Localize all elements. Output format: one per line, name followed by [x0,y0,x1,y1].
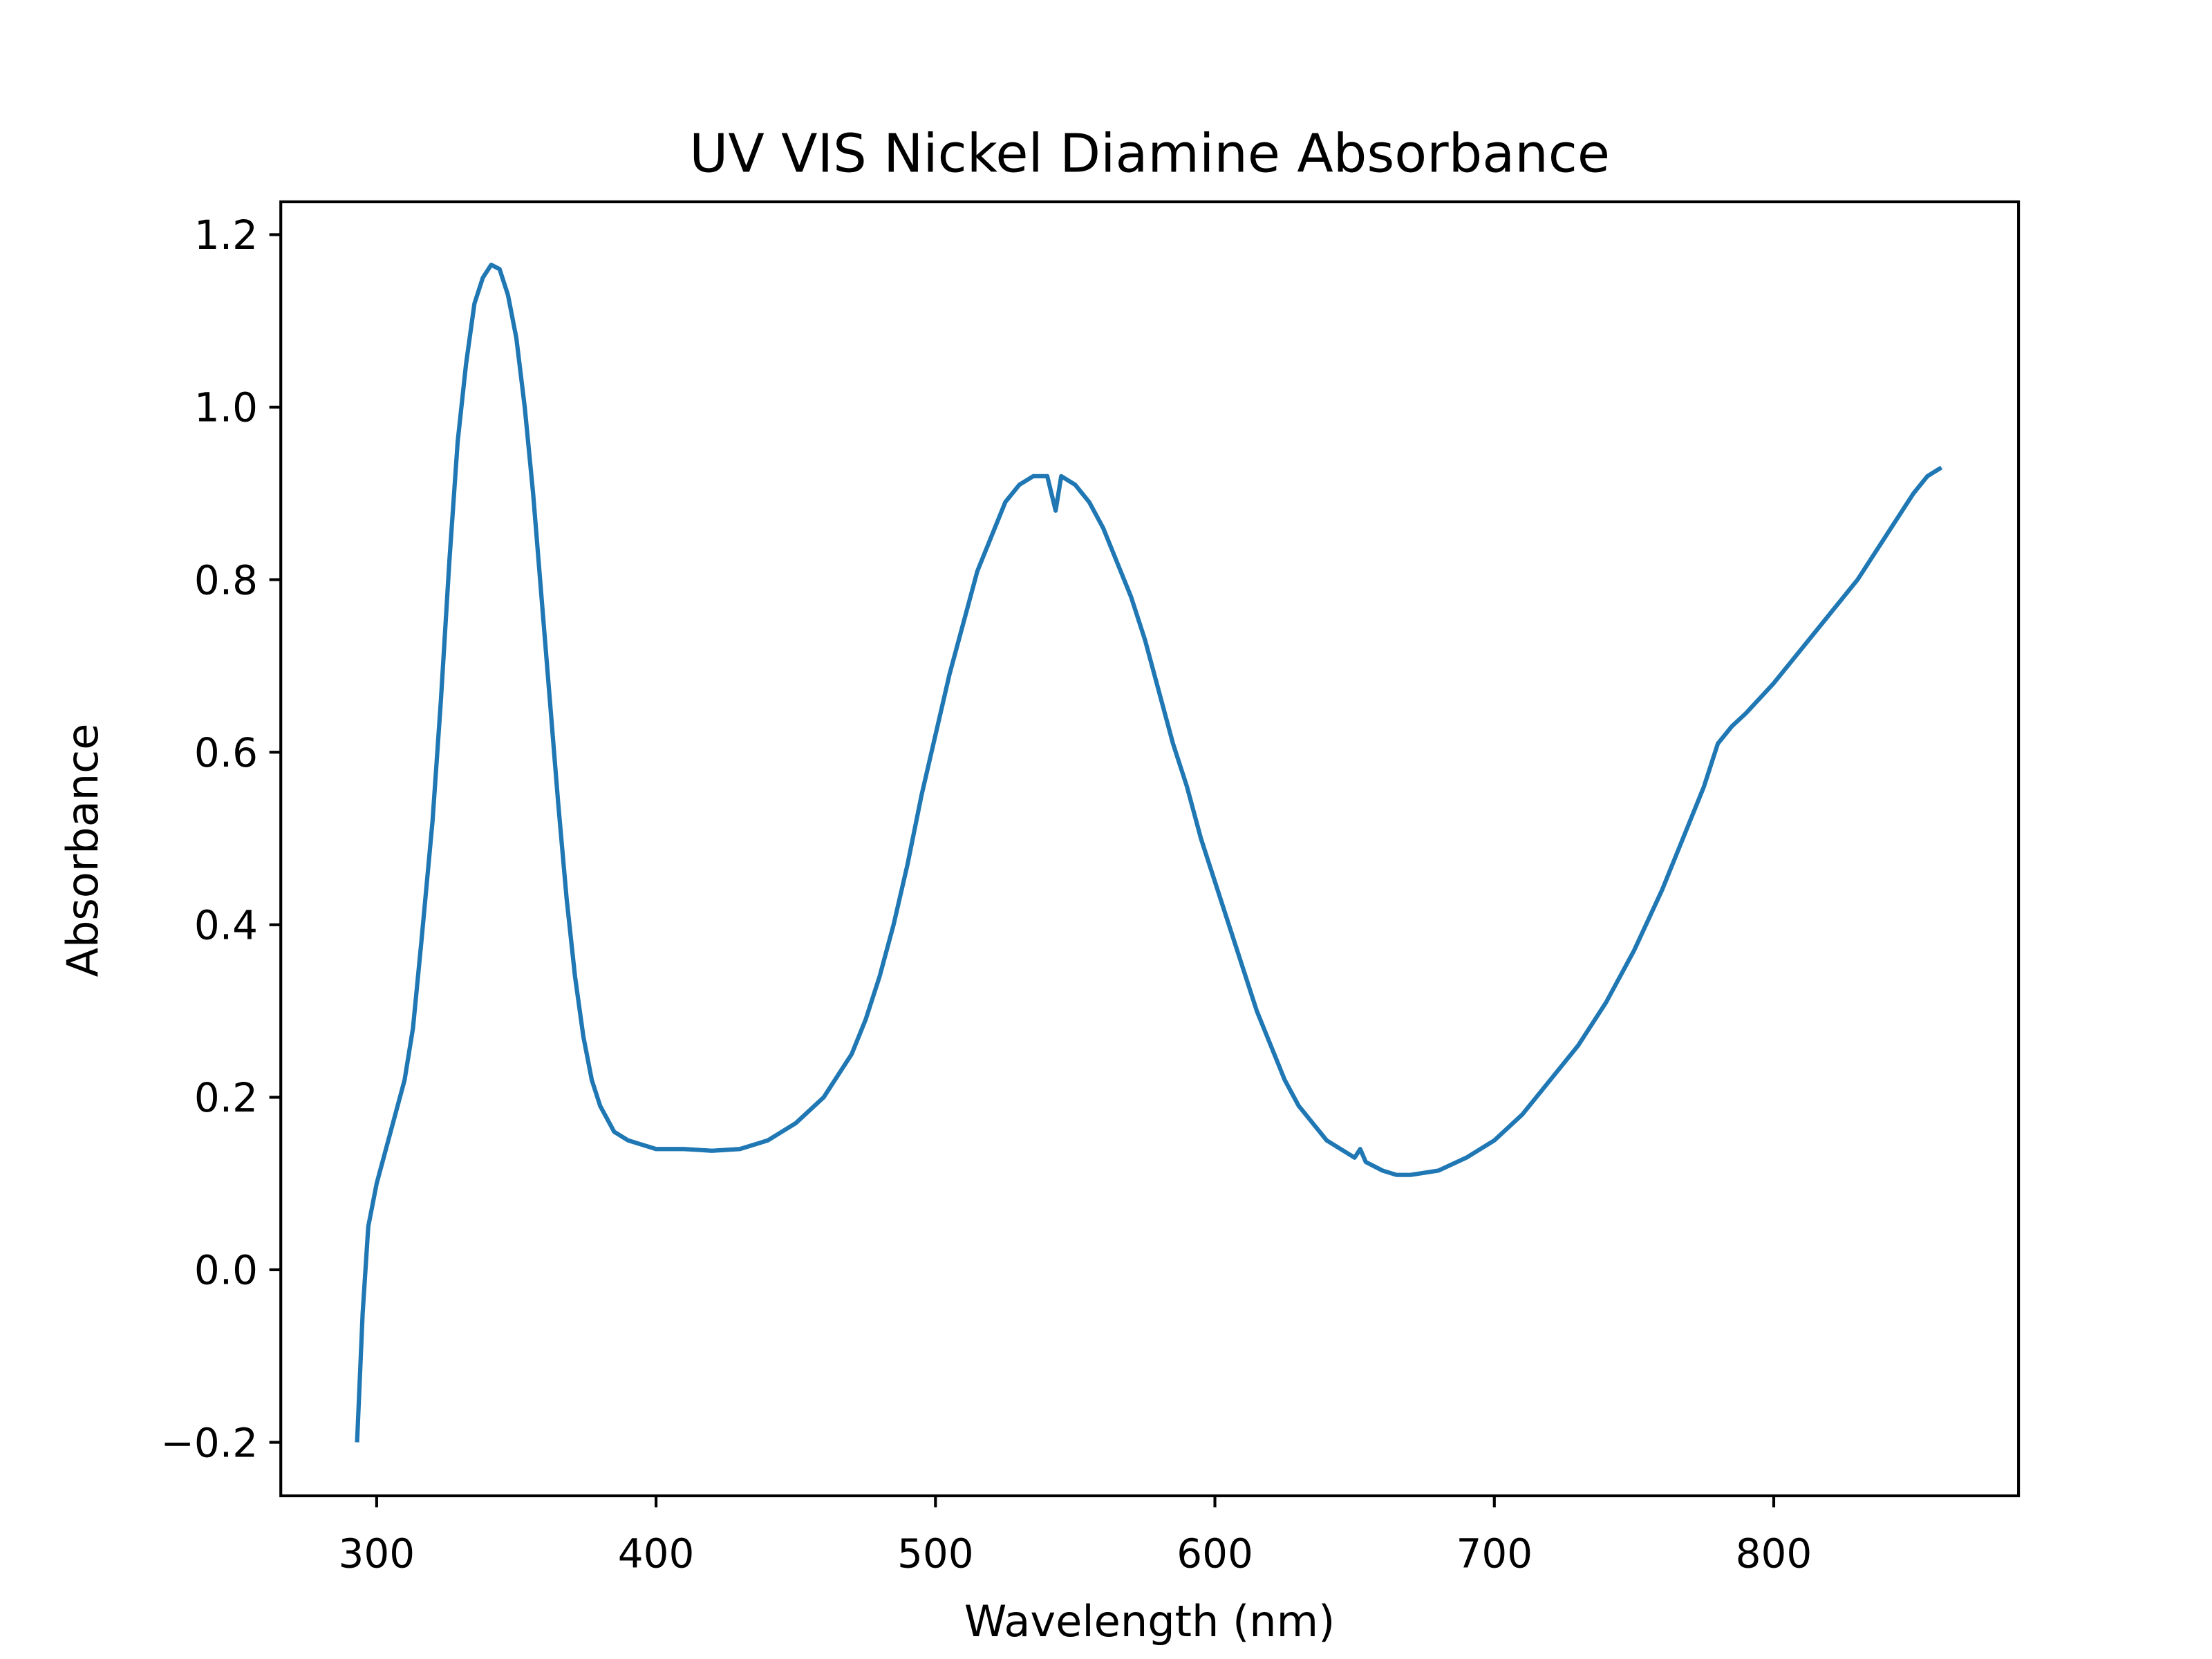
y-tick-label: 1.2 [194,212,258,259]
y-tick-label: 0.6 [194,729,258,776]
x-tick-label: 700 [1456,1530,1533,1577]
y-tick-label: 1.0 [194,384,258,431]
y-axis-label: Absorbance [57,724,108,977]
x-tick-label: 600 [1177,1530,1253,1577]
y-tick-label: −0.2 [160,1419,258,1466]
y-tick-label: 0.2 [194,1074,258,1121]
plot-area: 300 400 500 600 700 800 −0.2 0.0 0.2 0.4 0.6 0.8 1.0… [160,212,1943,1577]
y-tick-label: 0.4 [194,901,258,948]
y-tick-label: 0.8 [194,556,258,603]
x-tick-label: 500 [897,1530,974,1577]
x-axis-label: Wavelength (nm) [964,1596,1335,1647]
chart-title: UV VIS Nickel Diamine Absorbance [689,123,1610,185]
axes-frame [279,200,2021,1498]
data-line [355,262,1943,1443]
x-tick-label: 800 [1736,1530,1812,1577]
x-tick-label: 400 [618,1530,695,1577]
y-tick-label: 0.0 [194,1247,258,1294]
x-tick-label: 300 [339,1530,415,1577]
